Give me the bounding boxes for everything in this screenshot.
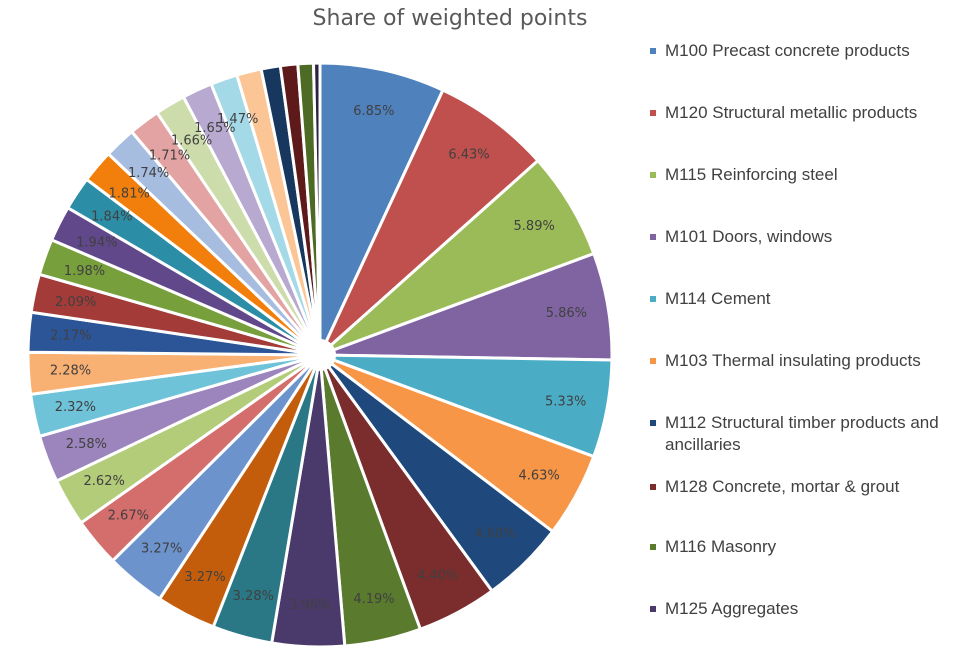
chart-title: Share of weighted points <box>312 6 588 31</box>
slice-label-18: 2.28% <box>50 364 91 379</box>
slice-label-24: 1.81% <box>109 186 150 201</box>
slice-label-20: 2.09% <box>55 295 96 310</box>
slice-label-17: 2.32% <box>55 400 96 415</box>
legend-label: M101 Doors, windows <box>665 227 833 246</box>
legend-swatch <box>650 358 656 364</box>
legend-item: M115 Reinforcing steel <box>650 164 970 186</box>
slice-label-1: 6.85% <box>353 104 394 119</box>
slice-label-29: 1.47% <box>217 112 258 127</box>
legend-swatch <box>650 172 656 178</box>
legend-label: M115 Reinforcing steel <box>665 165 838 184</box>
legend-item: M101 Doors, windows <box>650 226 970 248</box>
slice-label-21: 1.98% <box>64 264 105 279</box>
pie-slice-1 <box>318 61 445 356</box>
slice-label-11: 3.28% <box>233 589 274 604</box>
pie-chart: 6.85% 6.43% 5.89% 5.86% 5.33% 4.63% 4.60% 4.40%… <box>26 61 614 648</box>
pie-slice-34 <box>311 61 322 356</box>
slice-label-16: 2.58% <box>66 437 107 452</box>
legend-swatch <box>650 48 656 54</box>
slice-label-22: 1.94% <box>76 236 117 251</box>
slice-label-12: 3.27% <box>184 570 225 585</box>
slice-label-6: 4.63% <box>518 468 559 483</box>
slice-label-26: 1.71% <box>149 148 190 163</box>
slice-label-8: 4.40% <box>417 569 458 584</box>
slice-label-9: 4.19% <box>353 592 394 607</box>
legend-swatch <box>650 296 656 302</box>
slice-label-4: 5.86% <box>546 306 587 321</box>
slice-label-3: 5.89% <box>514 219 555 234</box>
legend-label: M100 Precast concrete products <box>665 41 910 60</box>
pie-data-labels: 6.85% 6.43% 5.89% 5.86% 5.33% 4.63% 4.60% 4.40%… <box>50 104 587 613</box>
legend-label: M103 Thermal insulating products <box>665 351 921 370</box>
legend-label: M114 Cement <box>665 289 771 308</box>
legend-swatch <box>650 420 656 426</box>
slice-label-13: 3.27% <box>141 542 182 557</box>
legend-label: M116 Masonry <box>665 537 777 556</box>
legend-swatch <box>650 110 656 116</box>
legend-swatch <box>650 544 656 550</box>
legend-item: M116 Masonry <box>650 536 970 558</box>
slice-label-28: 1.65% <box>194 121 235 136</box>
legend-label: M120 Structural metallic products <box>665 103 918 122</box>
legend-item: M120 Structural metallic products <box>650 102 970 124</box>
legend-item: M103 Thermal insulating products <box>650 350 970 372</box>
slice-label-15: 2.62% <box>84 474 125 489</box>
slice-label-25: 1.74% <box>128 166 169 181</box>
legend-label: M125 Aggregates <box>665 599 799 618</box>
pie-slices <box>26 61 614 648</box>
slice-label-19: 2.17% <box>50 328 91 343</box>
slice-label-5: 5.33% <box>545 394 586 409</box>
legend-swatch <box>650 234 656 240</box>
slice-label-2: 6.43% <box>448 147 489 162</box>
legend-swatch <box>650 606 656 612</box>
slice-label-10: 3.96% <box>289 598 330 613</box>
legend-item: M114 Cement <box>650 288 970 310</box>
pie-center-hole <box>304 339 336 371</box>
legend-item: M112 Structural timber products and anci… <box>650 412 970 456</box>
legend-swatch <box>650 484 656 490</box>
slice-label-23: 1.84% <box>91 210 132 225</box>
legend-label: M128 Concrete, mortar & grout <box>665 477 900 496</box>
legend-item: M100 Precast concrete products <box>650 40 970 62</box>
legend-item: M128 Concrete, mortar & grout <box>650 476 970 498</box>
slice-label-27: 1.66% <box>171 134 212 149</box>
slice-label-7: 4.60% <box>474 527 515 542</box>
pie-slice-2 <box>318 88 541 357</box>
slice-label-14: 2.67% <box>108 509 149 524</box>
legend-item: M125 Aggregates <box>650 598 970 620</box>
legend-label: M112 Structural timber products and anci… <box>665 413 939 454</box>
